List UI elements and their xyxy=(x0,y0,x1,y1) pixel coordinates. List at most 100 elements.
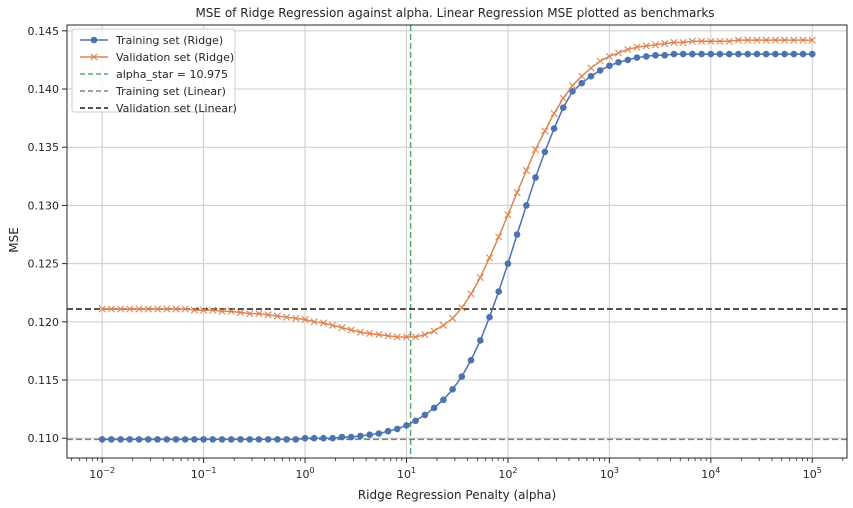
validation-point xyxy=(209,306,217,314)
validation-point xyxy=(412,333,420,341)
x-tick-exponent: 3 xyxy=(614,466,619,475)
training-point xyxy=(698,50,705,58)
validation-point xyxy=(771,36,779,44)
training-point xyxy=(301,434,309,442)
chart-title: MSE of Ridge Regression against alpha. L… xyxy=(195,6,714,20)
y-tick-label: 0.135 xyxy=(28,141,60,154)
validation-point xyxy=(356,328,364,336)
validation-point xyxy=(725,37,733,45)
validation-point xyxy=(504,211,512,219)
training-point xyxy=(799,50,807,58)
x-tick-label: 10−2 xyxy=(89,466,115,481)
validation-point xyxy=(329,321,337,329)
training-point xyxy=(716,50,724,58)
training-point xyxy=(532,174,539,181)
x-tick-label: 100 xyxy=(296,466,315,481)
validation-point xyxy=(476,273,484,282)
training-point xyxy=(725,50,733,58)
legend-label: Validation set (Ridge) xyxy=(116,51,234,64)
training-point xyxy=(504,260,512,267)
validation-point xyxy=(762,36,770,44)
validation-point xyxy=(218,307,226,315)
training-point xyxy=(661,51,668,59)
validation-point xyxy=(651,41,660,49)
y-tick-label: 0.120 xyxy=(28,316,60,329)
grid xyxy=(67,25,847,458)
validation-point xyxy=(273,312,282,320)
validation-point xyxy=(790,36,798,44)
training-point xyxy=(596,67,604,74)
validation-point xyxy=(568,81,577,90)
validation-point xyxy=(144,305,152,313)
validation-point xyxy=(200,306,208,314)
training-point xyxy=(808,50,816,58)
validation-point xyxy=(90,53,98,61)
validation-point xyxy=(310,318,318,326)
validation-point xyxy=(495,233,503,241)
y-tick-label: 0.110 xyxy=(28,432,60,445)
validation-point xyxy=(522,166,530,175)
training-point xyxy=(191,436,198,443)
training-point xyxy=(689,50,696,58)
training-point xyxy=(790,50,798,58)
training-point xyxy=(246,436,254,443)
legend-box xyxy=(71,28,236,113)
validation-point xyxy=(541,127,549,135)
validation-point xyxy=(734,36,742,44)
x-tick-exponent: 1 xyxy=(411,466,416,475)
validation-point xyxy=(531,145,540,154)
x-tick-base: 10 xyxy=(397,468,411,481)
training-point xyxy=(338,433,346,441)
training-point xyxy=(117,436,124,443)
training-point xyxy=(375,430,383,437)
validation-point xyxy=(449,314,457,322)
validation-point xyxy=(347,326,355,334)
training-point xyxy=(310,434,318,442)
training-point xyxy=(495,288,503,295)
x-tick-exponent: 4 xyxy=(715,466,720,475)
validation-point xyxy=(624,45,632,54)
training-point xyxy=(513,231,521,238)
validation-point xyxy=(153,305,162,313)
training-point xyxy=(412,417,419,425)
validation-point xyxy=(550,109,558,118)
training-point xyxy=(366,431,373,439)
series xyxy=(98,36,816,443)
x-tick-label: 102 xyxy=(498,466,517,481)
training-point xyxy=(347,433,355,441)
validation-point xyxy=(596,57,604,65)
training-point xyxy=(218,436,226,443)
validation-point xyxy=(421,331,429,339)
training-point xyxy=(606,62,613,70)
validation-point xyxy=(292,314,300,322)
x-tick-base: 10 xyxy=(498,468,512,481)
y-axis-label: MSE xyxy=(7,227,21,253)
x-tick-label: 104 xyxy=(701,466,720,481)
x-tick-label: 101 xyxy=(397,466,416,481)
validation-point xyxy=(283,313,291,321)
validation-point xyxy=(744,36,752,44)
validation-point xyxy=(402,333,411,341)
validation-point xyxy=(458,304,466,312)
training-point xyxy=(541,148,549,156)
x-tick-label: 10−1 xyxy=(191,466,217,481)
x-tick-label: 105 xyxy=(803,466,822,481)
training-point xyxy=(707,50,715,58)
x-axis-ticks: 10−2 10−1 100 101 102 103 104 105 xyxy=(71,458,844,481)
validation-point xyxy=(698,37,706,45)
validation-point xyxy=(172,305,180,313)
validation-point xyxy=(467,290,475,298)
training-point xyxy=(255,436,263,443)
validation-point xyxy=(366,329,374,338)
training-point xyxy=(181,436,189,443)
training-point xyxy=(762,50,770,58)
training-point xyxy=(98,436,106,443)
training-point xyxy=(292,436,300,443)
training-point xyxy=(172,436,180,443)
training-point xyxy=(652,51,659,59)
training-point xyxy=(430,404,438,412)
validation-point xyxy=(679,38,687,47)
validation-point xyxy=(181,305,189,313)
validation-point xyxy=(246,310,254,318)
x-tick-base: 10 xyxy=(803,468,817,481)
